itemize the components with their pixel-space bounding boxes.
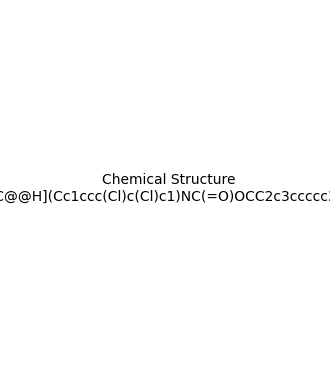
Text: Chemical Structure
O=C(O)C[C@@H](Cc1ccc(Cl)c(Cl)c1)NC(=O)OCC2c3ccccc3-c3ccccc32: Chemical Structure O=C(O)C[C@@H](Cc1ccc(… [0,173,330,203]
